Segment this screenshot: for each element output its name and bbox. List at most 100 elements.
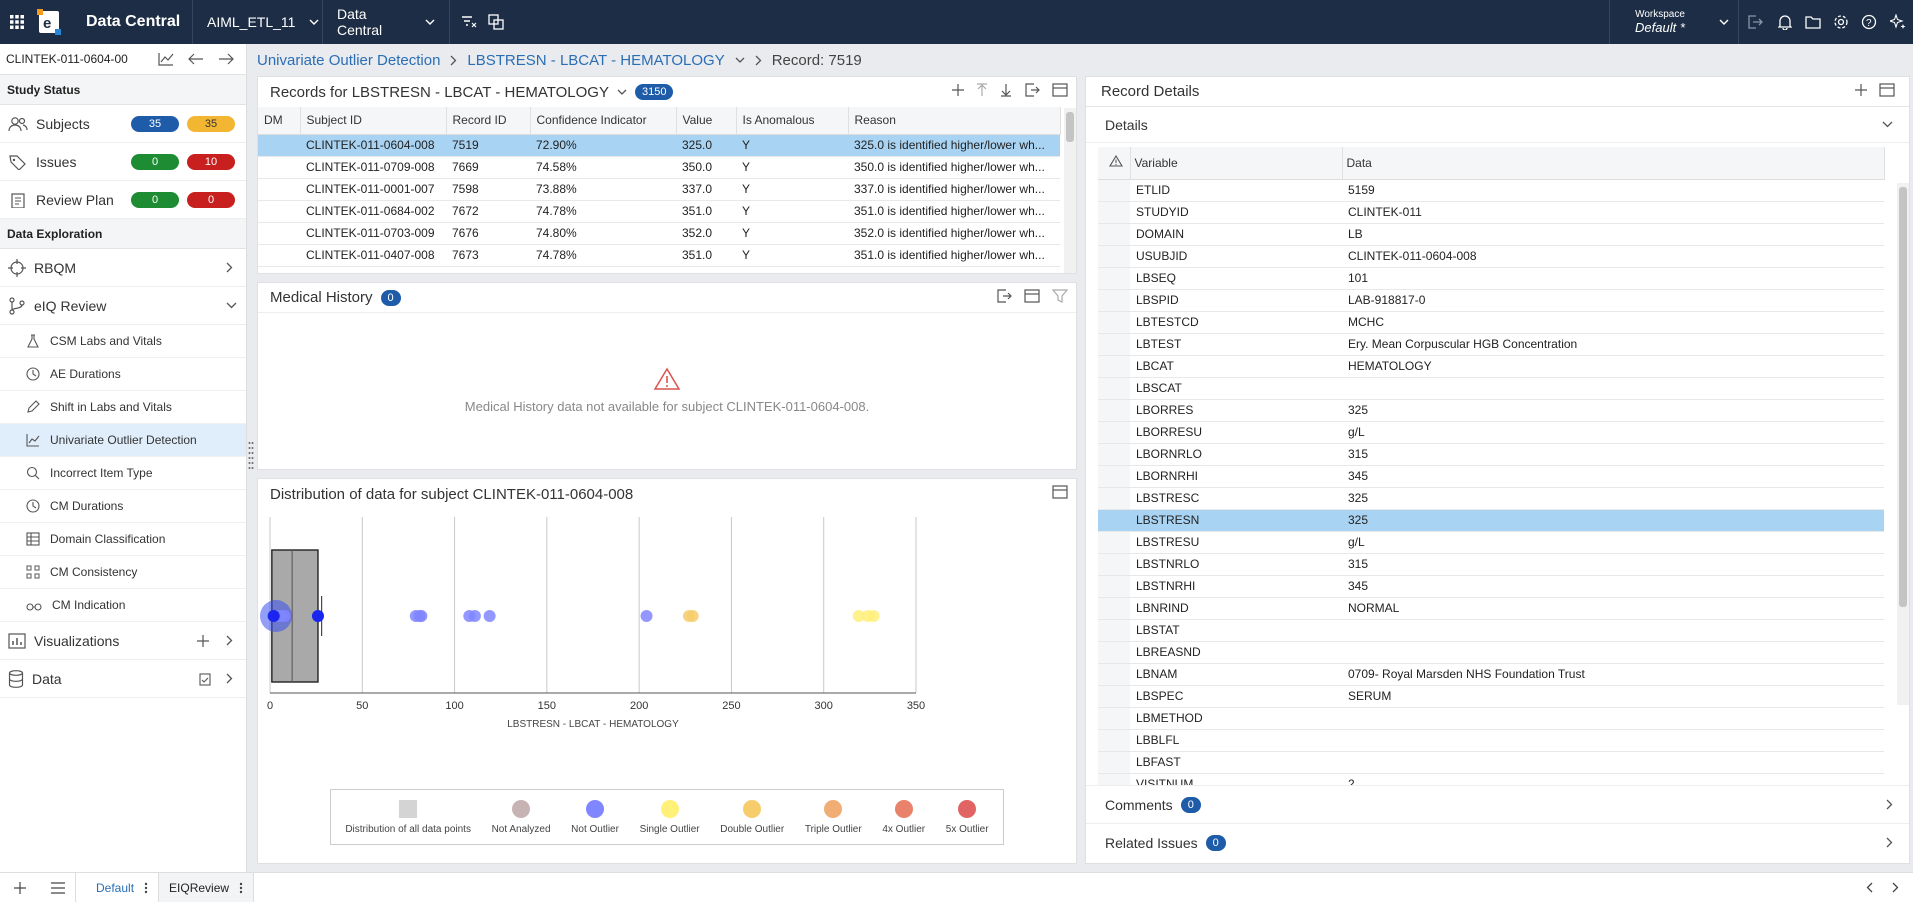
chevron-down-icon[interactable] — [617, 89, 627, 95]
sidebar-item-visualizations[interactable]: Visualizations — [0, 622, 246, 660]
export-icon[interactable] — [1024, 83, 1040, 97]
table-row[interactable]: LBSTRESC 325 — [1098, 487, 1884, 510]
legend-item[interactable]: Single Outlier — [640, 799, 700, 835]
scrollbar-thumb[interactable] — [1066, 112, 1074, 142]
table-row[interactable]: LBTESTCD MCHC — [1098, 311, 1884, 334]
table-row[interactable]: LBFAST — [1098, 751, 1884, 774]
arrow-up-icon[interactable] — [976, 83, 988, 97]
add-icon[interactable] — [197, 634, 209, 647]
tab-eiqreview[interactable]: EIQReview — [159, 872, 255, 902]
sidebar-sub-shift-labs[interactable]: Shift in Labs and Vitals — [0, 391, 246, 424]
layout-icon[interactable] — [1052, 485, 1068, 499]
table-row[interactable]: CLINTEK-011-0709-008 7669 74.58% 350.0 Y 350.… — [258, 156, 1060, 179]
tab-default[interactable]: Default — [86, 872, 160, 902]
sidebar-item-rbqm[interactable]: RBQM — [0, 249, 246, 287]
column-header[interactable]: Confidence Indicator — [530, 107, 677, 135]
table-row[interactable]: LBSTRESN 325 — [1098, 509, 1884, 532]
layout-icon[interactable] — [1024, 289, 1040, 303]
more-vertical-icon[interactable] — [239, 882, 243, 894]
column-header[interactable]: Reason — [848, 107, 1061, 135]
comments-section-toggle[interactable]: Comments 0 — [1086, 785, 1909, 823]
layout-icon[interactable] — [1052, 83, 1068, 97]
logout-icon[interactable] — [1739, 0, 1771, 44]
table-row[interactable]: LBCAT HEMATOLOGY — [1098, 355, 1884, 378]
scrollbar-thumb[interactable] — [1899, 187, 1907, 607]
table-row[interactable]: LBNAM 0709- Royal Marsden NHS Foundation … — [1098, 663, 1884, 686]
chevron-down-icon[interactable] — [735, 57, 745, 63]
details-section-toggle[interactable]: Details — [1086, 107, 1909, 143]
chevron-left-icon[interactable] — [1866, 882, 1873, 893]
sidebar-resize-handle[interactable] — [248, 440, 254, 470]
table-row[interactable]: LBSTAT — [1098, 619, 1884, 642]
table-row[interactable]: LBNRIND NORMAL — [1098, 597, 1884, 620]
table-row[interactable]: LBSPID LAB-918817-0 — [1098, 289, 1884, 312]
table-row[interactable]: LBSEQ 101 — [1098, 267, 1884, 290]
sidebar-item-data[interactable]: Data — [0, 660, 246, 698]
module-dropdown[interactable]: Data Central — [323, 0, 449, 44]
table-row[interactable]: DOMAIN LB — [1098, 223, 1884, 246]
chart-line-icon[interactable] — [158, 52, 174, 66]
table-row[interactable]: LBSTNRHI 345 — [1098, 575, 1884, 598]
related-issues-section-toggle[interactable]: Related Issues 0 — [1086, 823, 1909, 861]
add-icon[interactable] — [952, 84, 964, 96]
menu-icon[interactable] — [40, 872, 76, 902]
filter-list-icon[interactable] — [454, 0, 484, 44]
sidebar-sub-univariate-outlier[interactable]: Univariate Outlier Detection — [0, 424, 246, 457]
clipboard-check-icon[interactable] — [199, 672, 211, 686]
sidebar-sub-cm-durations[interactable]: CM Durations — [0, 490, 246, 523]
breadcrumb-item-1[interactable]: Univariate Outlier Detection — [257, 51, 441, 69]
layout-icon[interactable] — [1879, 83, 1895, 97]
arrow-back-icon[interactable] — [188, 53, 204, 65]
chevron-down-icon[interactable] — [1710, 0, 1738, 44]
legend-item[interactable]: Not Analyzed — [492, 799, 551, 835]
table-row[interactable]: LBTEST Ery. Mean Corpuscular HGB Concentr… — [1098, 333, 1884, 356]
legend-item[interactable]: 5x Outlier — [946, 799, 989, 835]
column-header[interactable]: Is Anomalous — [736, 107, 849, 135]
column-header[interactable]: Record ID — [446, 107, 531, 135]
table-row[interactable]: LBSPEC SERUM — [1098, 685, 1884, 708]
add-tab-icon[interactable] — [0, 873, 40, 902]
details-scrollbar[interactable] — [1897, 183, 1909, 705]
legend-item[interactable]: Distribution of all data points — [345, 799, 471, 835]
more-vertical-icon[interactable] — [144, 882, 148, 894]
table-row[interactable]: ETLID 5159 — [1098, 179, 1884, 202]
sidebar-sub-cm-consistency[interactable]: CM Consistency — [0, 556, 246, 589]
arrow-forward-icon[interactable] — [218, 53, 234, 65]
table-row[interactable]: LBORRES 325 — [1098, 399, 1884, 422]
workspace-selector[interactable]: Workspace Default * — [1610, 0, 1710, 44]
sidebar-sub-incorrect-item[interactable]: Incorrect Item Type — [0, 457, 246, 490]
project-dropdown[interactable]: AIML_ETL_11 — [193, 0, 322, 44]
table-row[interactable]: LBORNRHI 345 — [1098, 465, 1884, 488]
column-header[interactable]: Value — [676, 107, 737, 135]
table-row[interactable]: LBORRESU g/L — [1098, 421, 1884, 444]
data-column-header[interactable]: Data — [1342, 147, 1885, 180]
table-row[interactable]: LBSTRESU g/L — [1098, 531, 1884, 554]
add-icon[interactable] — [1855, 84, 1867, 96]
sidebar-sub-ae-durations[interactable]: AE Durations — [0, 358, 246, 391]
table-row[interactable]: LBREASND — [1098, 641, 1884, 664]
table-row[interactable]: STUDYID CLINTEK-011 — [1098, 201, 1884, 224]
legend-item[interactable]: Double Outlier — [720, 799, 784, 835]
bell-icon[interactable] — [1771, 0, 1799, 44]
chevron-right-icon[interactable] — [1892, 882, 1899, 893]
variable-column-header[interactable]: Variable — [1130, 147, 1343, 180]
sidebar-item-eiq-review[interactable]: eIQ Review — [0, 287, 246, 325]
sidebar-item-subjects[interactable]: Subjects 35 35 — [0, 105, 246, 143]
column-header[interactable]: Subject ID — [300, 107, 447, 135]
arrow-down-icon[interactable] — [1000, 83, 1012, 97]
sidebar-sub-csm-labs[interactable]: CSM Labs and Vitals — [0, 325, 246, 358]
folder-icon[interactable] — [1799, 0, 1827, 44]
table-row[interactable]: LBSCAT — [1098, 377, 1884, 400]
table-row[interactable]: CLINTEK-011-0407-008 7673 74.78% 351.0 Y 351.… — [258, 244, 1060, 267]
help-icon[interactable]: ? — [1855, 0, 1883, 44]
records-scrollbar[interactable] — [1064, 108, 1076, 273]
table-row[interactable]: LBORNRLO 315 — [1098, 443, 1884, 466]
table-row[interactable]: CLINTEK-011-0703-009 7676 74.80% 352.0 Y 352.… — [258, 222, 1060, 245]
table-row[interactable]: LBMETHOD — [1098, 707, 1884, 730]
table-row[interactable]: CLINTEK-011-0604-008 7519 72.90% 325.0 Y 325.… — [258, 134, 1060, 157]
sidebar-sub-cm-indication[interactable]: CM Indication — [0, 589, 246, 622]
breadcrumb-item-2[interactable]: LBSTRESN - LBCAT - HEMATOLOGY — [467, 51, 725, 69]
app-grid-icon[interactable] — [0, 0, 34, 44]
copy-icon[interactable] — [484, 0, 508, 44]
table-row[interactable]: VISITNUM 2 — [1098, 773, 1884, 785]
